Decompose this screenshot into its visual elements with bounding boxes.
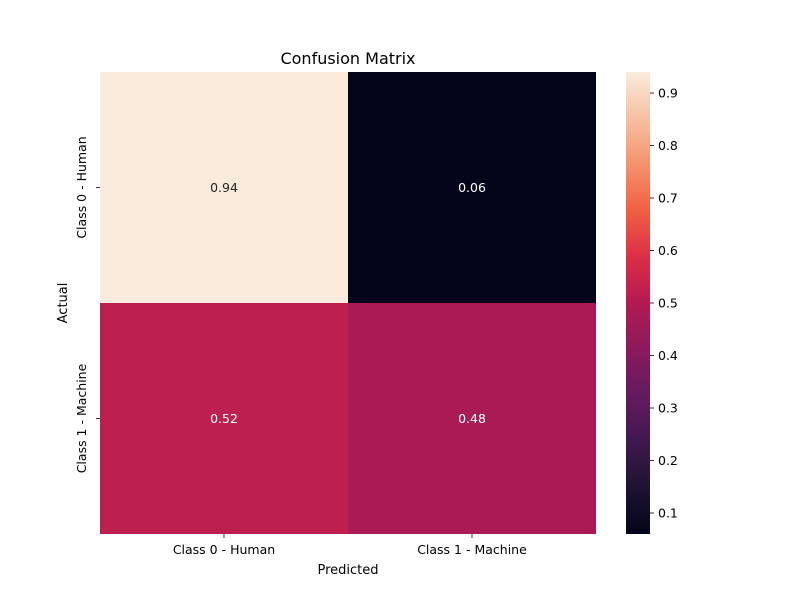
colorbar-tick-label: 0.1 — [658, 506, 678, 521]
y-axis-ticks: Class 0 - Human Class 1 - Machine — [74, 136, 100, 473]
colorbar — [626, 72, 650, 534]
colorbar-tick-label: 0.2 — [658, 453, 678, 468]
colorbar-tick-label: 0.5 — [658, 296, 678, 311]
colorbar-tick-label: 0.8 — [658, 138, 678, 153]
heatmap-cells — [100, 72, 596, 534]
heatmap-cell-r0-c1 — [348, 72, 596, 303]
colorbar-tick-label: 0.4 — [658, 348, 678, 363]
y-axis-label: Actual — [56, 283, 71, 324]
chart-title: Confusion Matrix — [280, 49, 415, 68]
colorbar-tick-label: 0.3 — [658, 401, 678, 416]
cell-value-r0-c0: 0.94 — [210, 180, 238, 195]
colorbar-tick-label: 0.7 — [658, 191, 678, 206]
x-axis-label: Predicted — [317, 563, 378, 578]
y-tick-label: Class 0 - Human — [74, 136, 89, 238]
heatmap-cell-r1-c1 — [348, 303, 596, 534]
colorbar-tick-label: 0.9 — [658, 86, 678, 101]
x-axis-ticks: Class 0 - Human Class 1 - Machine — [173, 534, 527, 557]
heatmap-cell-labels: 0.94 0.06 0.52 0.48 — [210, 180, 486, 426]
cell-value-r1-c0: 0.52 — [210, 411, 238, 426]
cell-value-r0-c1: 0.06 — [458, 180, 486, 195]
heatmap-cell-r1-c0 — [100, 303, 348, 534]
y-tick-label: Class 1 - Machine — [74, 363, 89, 473]
x-tick-label: Class 1 - Machine — [417, 542, 527, 557]
colorbar-ticks: 0.1 0.2 0.3 0.4 0.5 0.6 0.7 0.8 0.9 — [650, 86, 678, 521]
colorbar-tick-label: 0.6 — [658, 243, 678, 258]
x-tick-label: Class 0 - Human — [173, 542, 275, 557]
cell-value-r1-c1: 0.48 — [458, 411, 486, 426]
heatmap-cell-r0-c0 — [100, 72, 348, 303]
